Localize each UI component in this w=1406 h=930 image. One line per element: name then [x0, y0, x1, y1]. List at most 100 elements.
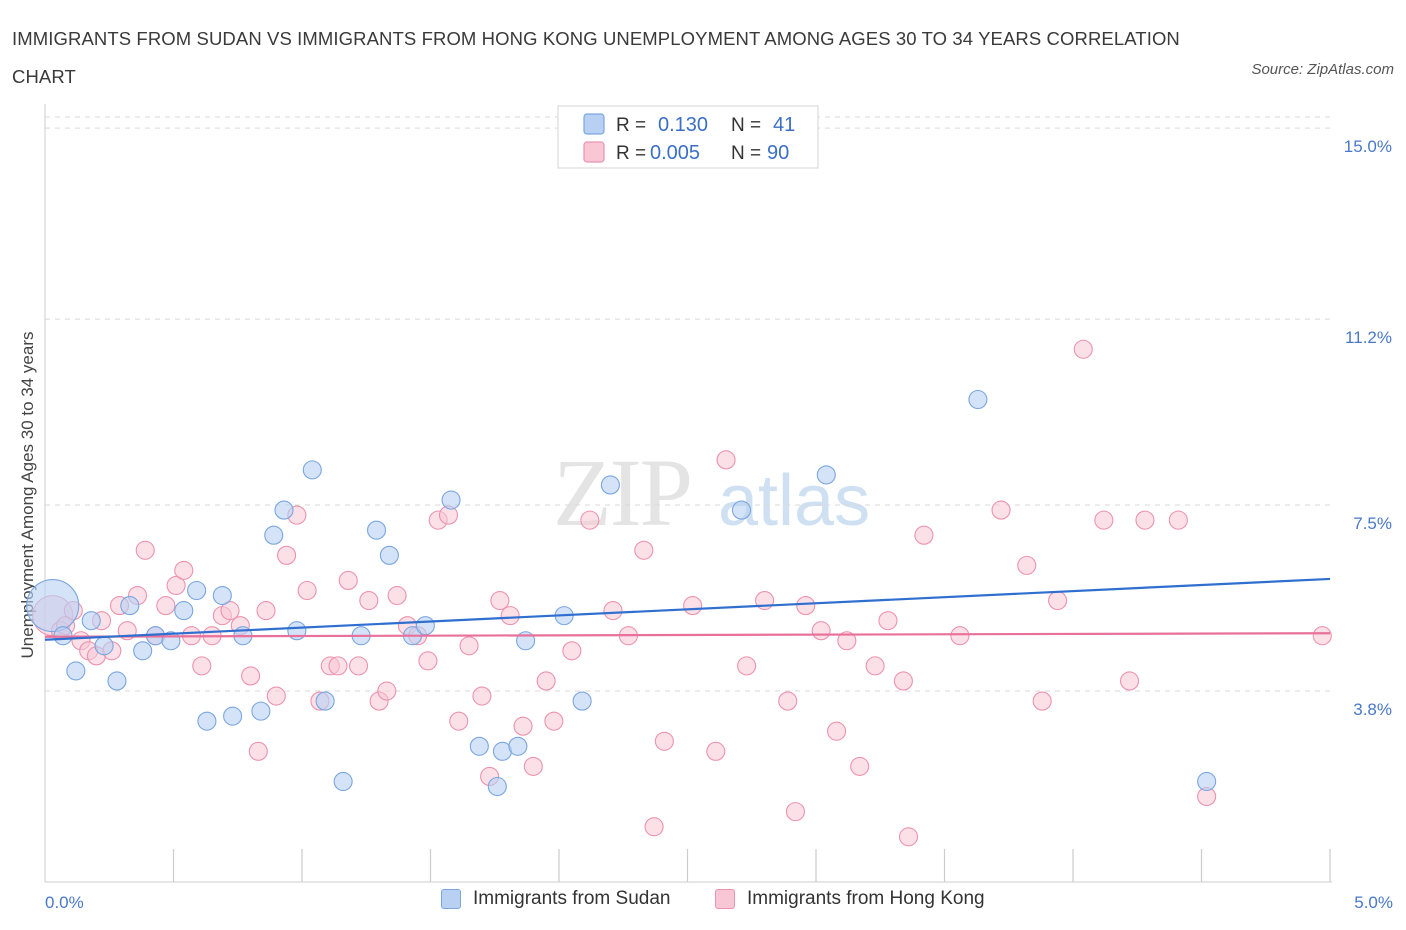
legend-swatch-sudan-bottom: [441, 889, 461, 909]
legend-item-hk: Immigrants from Hong Kong: [715, 888, 985, 910]
hong-kong-trendline: [44, 632, 1331, 638]
hong-kong-point: [1119, 671, 1140, 691]
sudan-points: [26, 389, 1217, 797]
hong-kong-point: [893, 671, 913, 691]
hong-kong-point: [387, 585, 407, 606]
hong-kong-point: [654, 731, 674, 751]
hong-kong-point: [603, 601, 623, 621]
hong-kong-point: [174, 560, 194, 580]
hong-kong-point: [449, 711, 469, 731]
sudan-point: [251, 701, 271, 721]
hong-kong-point: [328, 656, 348, 676]
axes: [44, 104, 1332, 883]
legend-r-value-sudan: 0.130: [658, 114, 708, 136]
legend-item-sudan: Immigrants from Sudan: [441, 888, 670, 910]
y-tick-label: 15.0%: [1344, 137, 1392, 156]
y-tick-labels: 3.8% 7.5% 11.2% 15.0%: [1344, 137, 1392, 719]
sudan-point: [600, 475, 620, 495]
hong-kong-point: [418, 651, 438, 671]
hong-kong-point: [580, 510, 600, 530]
hong-kong-point: [523, 756, 543, 776]
hong-kong-point: [778, 691, 798, 711]
sudan-point: [66, 661, 86, 681]
hong-kong-point: [1168, 510, 1188, 530]
hong-kong-point: [1017, 555, 1037, 575]
sudan-point: [366, 520, 387, 540]
legend-n-value-sudan: 41: [773, 114, 795, 136]
trendlines: [44, 577, 1331, 641]
x-tick-labels: 0.0% 5.0%: [45, 893, 1393, 912]
sudan-point: [197, 711, 217, 731]
hong-kong-point: [1048, 590, 1068, 611]
hong-kong-point: [914, 525, 934, 545]
sudan-point: [94, 636, 114, 656]
watermark-zip: ZIP: [553, 439, 691, 546]
hong-kong-point: [348, 656, 369, 676]
hong-kong-point: [837, 631, 857, 651]
sudan-point: [81, 611, 101, 631]
hong-kong-point: [544, 711, 564, 731]
x-tick-label-max: 5.0%: [1354, 893, 1393, 912]
sudan-point: [333, 771, 353, 792]
hong-kong-point: [785, 802, 805, 822]
source-label: Source: ZipAtlas.com: [1251, 61, 1394, 78]
sudan-point: [187, 580, 207, 601]
hong-kong-point: [266, 686, 286, 706]
hong-kong-point: [297, 580, 317, 601]
legend-swatch-sudan: [583, 113, 605, 135]
hong-kong-point: [338, 570, 358, 590]
sudan-point: [508, 736, 528, 756]
hong-kong-point: [472, 686, 492, 706]
hong-kong-point: [256, 601, 276, 621]
hong-kong-point: [220, 601, 240, 621]
x-tick-label-min: 0.0%: [45, 893, 84, 912]
hong-kong-point: [248, 741, 268, 761]
sudan-point: [223, 706, 243, 726]
sudan-point: [302, 460, 322, 480]
legend-n-label-sudan: N =: [731, 115, 761, 136]
hong-kong-point: [1073, 339, 1093, 359]
sudan-point: [816, 465, 836, 485]
hong-kong-point: [950, 626, 970, 646]
hong-kong-point: [459, 636, 479, 656]
sudan-point: [415, 616, 435, 636]
hong-kong-point: [1312, 626, 1332, 646]
legend-r-value-hk: 0.005: [650, 142, 700, 164]
sudan-point: [968, 389, 988, 410]
hong-kong-point: [490, 590, 510, 611]
chart-title: IMMIGRANTS FROM SUDAN VS IMMIGRANTS FROM…: [12, 28, 1180, 87]
sudan-point: [1197, 771, 1217, 792]
sudan-point: [120, 596, 140, 616]
hong-kong-point: [500, 606, 520, 626]
y-tick-label: 11.2%: [1345, 328, 1392, 347]
hong-kong-point: [898, 827, 919, 847]
hong-kong-point: [850, 756, 870, 776]
sudan-point: [731, 500, 752, 520]
hong-kong-point: [562, 641, 582, 661]
hong-kong-point: [865, 656, 885, 676]
sudan-trendline: [44, 577, 1331, 641]
sudan-point: [174, 601, 194, 621]
hong-kong-point: [513, 716, 533, 736]
hong-kong-point: [166, 575, 186, 596]
legend-r-label-sudan: R =: [616, 115, 646, 136]
sudan-point: [212, 585, 232, 606]
hong-kong-point: [156, 596, 176, 616]
legend-n-label-hk: N =: [731, 143, 761, 164]
sudan-point: [315, 691, 335, 711]
hong-kong-point: [1094, 510, 1114, 530]
hong-kong-point: [683, 596, 703, 616]
hong-kong-point: [359, 590, 379, 611]
legend-swatch-hk: [583, 141, 605, 163]
sudan-point: [107, 671, 127, 691]
hong-kong-point: [1135, 510, 1155, 530]
sudan-point: [572, 691, 592, 711]
legend-n-value-hk: 90: [767, 142, 789, 164]
sudan-point: [487, 776, 507, 797]
hong-kong-point: [827, 721, 847, 741]
sudan-point: [133, 641, 153, 661]
hong-kong-point: [277, 545, 297, 565]
sudan-point: [264, 525, 284, 545]
series-legend: Immigrants from Sudan Immigrants from Ho…: [0, 888, 1406, 918]
